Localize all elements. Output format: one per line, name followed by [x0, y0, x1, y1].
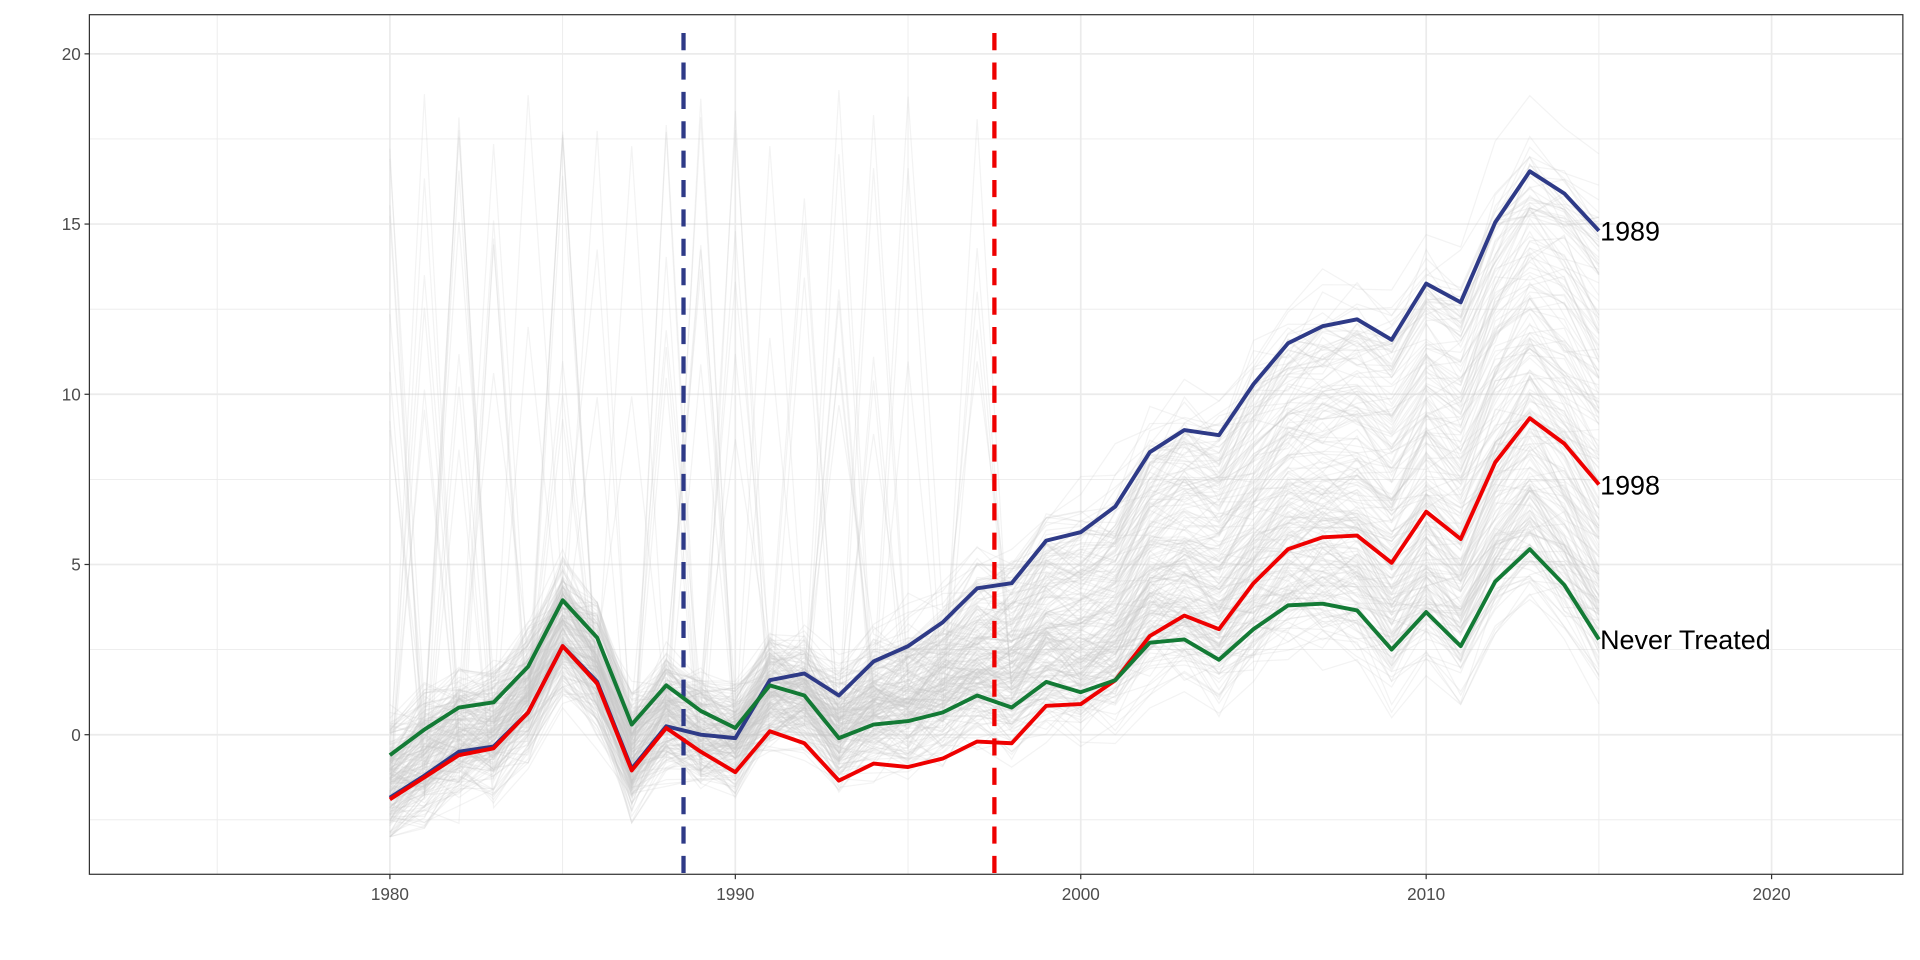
x-tick-label: 2020 [1753, 884, 1791, 904]
series-label-1989: 1989 [1600, 217, 1660, 247]
background-line [389, 199, 1600, 823]
background-line [389, 261, 1600, 807]
background-line [389, 369, 1600, 794]
background-line [389, 489, 1600, 805]
background-line [389, 94, 1600, 781]
background-line [389, 277, 1600, 802]
background-line [389, 559, 1600, 822]
background-line [389, 581, 1600, 791]
series-label-never-treated: Never Treated [1600, 625, 1771, 655]
background-line [389, 307, 1600, 794]
background-line [389, 207, 1600, 784]
background-line [389, 95, 1600, 778]
series-line-1998 [388, 416, 1601, 801]
background-line [389, 223, 1600, 806]
background-line [389, 274, 1600, 817]
background-line [389, 469, 1600, 761]
background-line [389, 339, 1600, 781]
y-axis-ticks: 0 5 10 15 20 [62, 44, 90, 745]
background-line [389, 373, 1599, 772]
x-tick-label: 1980 [371, 884, 409, 904]
background-line [389, 392, 1600, 816]
x-tick-label: 1990 [716, 884, 754, 904]
background-line [389, 354, 1600, 811]
background-line [389, 593, 1600, 821]
background-line [389, 503, 1600, 766]
background-line [389, 185, 1600, 756]
background-line [389, 98, 1600, 838]
background-line [389, 240, 1600, 823]
background-line [389, 336, 1600, 779]
background-line [389, 486, 1600, 752]
background-line [389, 331, 1600, 804]
background-line [389, 417, 1600, 754]
background-line [389, 575, 1600, 788]
background-line [389, 377, 1600, 802]
background-line [389, 501, 1600, 771]
background-line [389, 534, 1600, 741]
background-line [389, 301, 1600, 770]
background-line [389, 532, 1600, 784]
background-line [389, 512, 1600, 732]
background-line [389, 496, 1600, 741]
background-line [389, 324, 1600, 753]
y-tick-label: 0 [71, 725, 81, 745]
y-tick-label: 10 [62, 384, 81, 404]
background-line [389, 486, 1600, 780]
y-tick-label: 15 [62, 214, 81, 234]
background-line [389, 146, 1600, 792]
background-line [389, 431, 1600, 746]
background-line [389, 337, 1600, 763]
series-line-never-treated [388, 547, 1601, 757]
background-line [389, 514, 1600, 814]
background-line [389, 354, 1600, 821]
background-line [389, 347, 1600, 761]
background-line [389, 518, 1600, 827]
background-line [389, 327, 1600, 776]
x-tick-label: 2000 [1062, 884, 1100, 904]
background-line [389, 458, 1600, 734]
background-line [389, 378, 1600, 744]
background-line [389, 478, 1600, 769]
background-line [389, 253, 1600, 818]
background-line [389, 90, 1600, 838]
background-line [389, 130, 1600, 777]
background-line [389, 367, 1600, 756]
background-line [389, 163, 1600, 799]
background-line [389, 281, 1600, 736]
background-line [389, 502, 1600, 760]
treatment-vlines [681, 33, 997, 875]
background-line [389, 217, 1600, 774]
background-line [389, 306, 1599, 785]
background-line [389, 564, 1600, 788]
y-tick-label: 20 [62, 44, 81, 64]
x-axis-ticks: 1980 1990 2000 2010 2020 [371, 874, 1791, 904]
background-line [389, 322, 1600, 730]
background-line [389, 531, 1600, 750]
background-line [389, 136, 1600, 763]
background-line [389, 289, 1600, 760]
background-line [389, 247, 1600, 740]
background-line [389, 205, 1600, 782]
background-line [389, 489, 1600, 761]
background-line [389, 201, 1600, 818]
background-line [389, 309, 1600, 781]
background-line [389, 296, 1600, 838]
background-line [389, 114, 1600, 793]
background-line [389, 119, 1600, 765]
background-line [389, 346, 1600, 815]
background-line [389, 156, 1600, 812]
plot-border [88, 14, 1904, 875]
background-line [389, 489, 1600, 762]
series-label-1998: 1998 [1600, 470, 1660, 500]
background-line [389, 168, 1600, 784]
y-tick-label: 5 [71, 555, 81, 575]
background-line [389, 130, 1600, 762]
x-tick-label: 2010 [1407, 884, 1445, 904]
series-labels: 1989 1998 Never Treated [1600, 217, 1771, 656]
background-line [389, 124, 1600, 834]
series-lines [388, 169, 1601, 801]
background-line [389, 175, 1600, 814]
